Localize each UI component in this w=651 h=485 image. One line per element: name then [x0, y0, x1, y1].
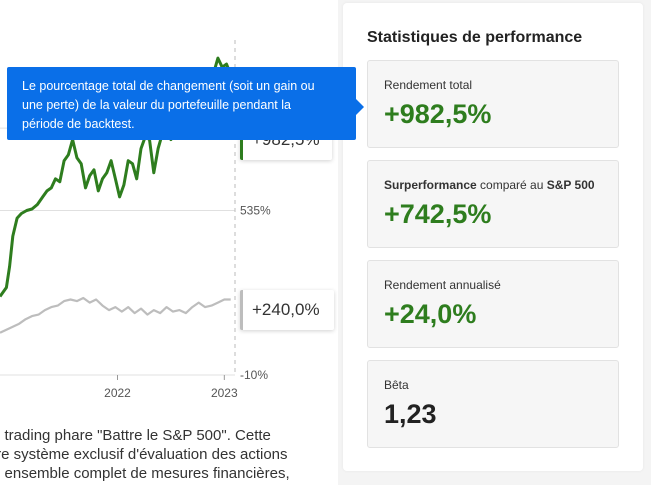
- info-tooltip: Le pourcentage total de changement (soit…: [7, 67, 364, 140]
- card-label: Rendement total: [384, 78, 473, 92]
- tooltip-line: Le pourcentage total de changement (soit…: [22, 79, 315, 93]
- card-value: 1,23: [384, 399, 437, 429]
- y-tick-label: -10%: [240, 368, 268, 382]
- card-label: Surperformance comparé au S&P 500: [384, 178, 595, 192]
- tooltip-line: période de backtest.: [22, 117, 135, 131]
- description-line: n ensemble complet de mesures financière…: [0, 465, 290, 482]
- beta-card[interactable]: Bêta 1,23: [367, 360, 619, 448]
- card-value: +742,5%: [384, 199, 492, 229]
- card-label-mid: comparé au: [476, 178, 547, 192]
- total-return-card[interactable]: Rendement total +982,5%: [367, 60, 619, 148]
- card-label-bold: S&P 500: [546, 178, 595, 192]
- performance-stats-panel: Statistiques de performance Rendement to…: [343, 3, 643, 471]
- card-label-bold: Surperformance: [384, 178, 477, 192]
- x-tick-label: 2023: [211, 386, 238, 400]
- benchmark-end-label: +240,0%: [240, 290, 334, 330]
- tooltip-line: une perte) de la valeur du portefeuille …: [22, 98, 291, 112]
- description-text: e trading phare "Battre le S&P 500". Cet…: [0, 426, 338, 483]
- outperformance-card[interactable]: Surperformance comparé au S&P 500 +742,5…: [367, 160, 619, 248]
- description-line: e trading phare "Battre le S&P 500". Cet…: [0, 427, 271, 444]
- description-line: tre système exclusif d'évaluation des ac…: [0, 446, 288, 463]
- card-value: +24,0%: [384, 299, 477, 329]
- card-value: +982,5%: [384, 99, 492, 129]
- card-label: Bêta: [384, 378, 409, 392]
- x-tick-label: 2022: [104, 386, 131, 400]
- panel-title: Statistiques de performance: [367, 29, 583, 46]
- y-tick-label: 535%: [240, 204, 271, 218]
- card-label: Rendement annualisé: [384, 278, 501, 292]
- benchmark-end-value: +240,0%: [252, 300, 320, 319]
- annualized-return-card[interactable]: Rendement annualisé +24,0%: [367, 260, 619, 348]
- benchmark-series-line: [0, 296, 231, 334]
